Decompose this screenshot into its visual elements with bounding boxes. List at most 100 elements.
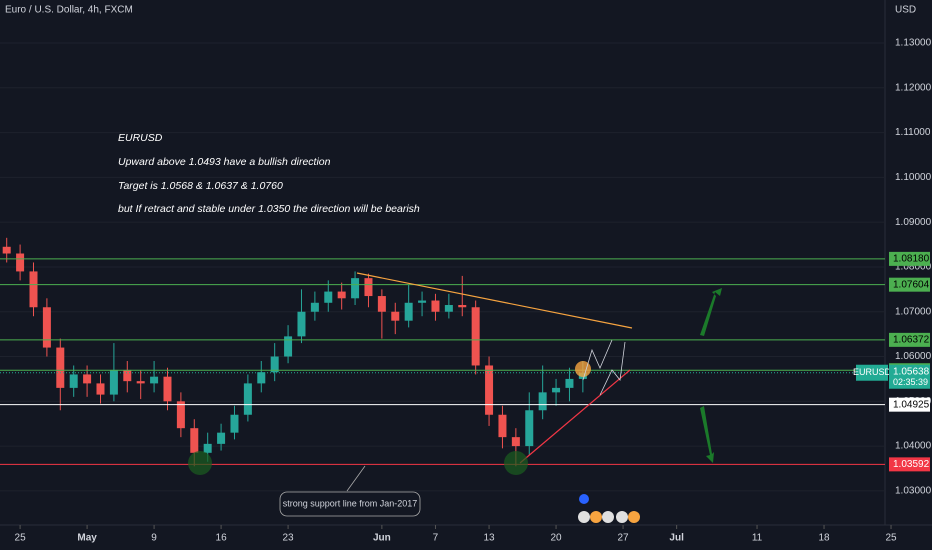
candle-body (538, 392, 547, 411)
candle-body (217, 432, 226, 444)
candle-body (123, 369, 132, 382)
candle-body (458, 305, 467, 308)
candle-body (42, 307, 51, 348)
candle-body (16, 253, 25, 272)
candle-body (56, 347, 65, 388)
x-tick-label: Jul (669, 533, 684, 544)
level-label-box (889, 457, 930, 472)
level-label-box (889, 397, 930, 412)
bearish-arrow (700, 406, 714, 463)
y-tick-label: 1.06000 (895, 351, 932, 362)
candle-body (364, 278, 373, 297)
candle-body (418, 300, 427, 303)
candle-body (284, 336, 293, 357)
annotation: but If retract and stable under 1.0350 t… (118, 203, 420, 215)
candle-body (324, 291, 333, 303)
level-label-box (889, 251, 930, 266)
plot (0, 42, 892, 529)
candle-body (203, 443, 212, 453)
x-tick-label: 18 (818, 533, 830, 544)
currency: USD (895, 5, 916, 16)
candle-body (485, 365, 494, 415)
level-label: 1.04925 (893, 399, 930, 410)
level-label: 1.08180 (893, 254, 930, 265)
candle-body (2, 246, 11, 254)
candle-body (351, 278, 360, 299)
x-tick-label: 7 (433, 533, 439, 544)
candle-body (377, 296, 386, 312)
projection-arrow (582, 339, 613, 381)
candle-body (270, 356, 279, 373)
candle-body (404, 302, 413, 321)
candle-body (230, 414, 239, 433)
level-label: 1.06372 (893, 334, 930, 345)
x-tick-label: 11 (752, 533, 763, 544)
last-price-box (889, 364, 930, 389)
candle-body (511, 437, 520, 447)
level-label: 1.07604 (893, 279, 930, 290)
candle-body (83, 374, 92, 384)
callout-text: strong support line from Jan-2017 (283, 498, 418, 508)
y-tick-label: 1.11000 (895, 127, 931, 138)
x-tick-label: Jun (373, 533, 391, 544)
candle-body (176, 401, 185, 429)
candle-body (150, 376, 159, 384)
event-icon (590, 511, 602, 523)
y-tick-label: 1.08000 (895, 262, 932, 273)
y-tick-label: 1.07000 (895, 306, 932, 317)
candle-body (431, 300, 440, 312)
event-icons (578, 494, 640, 523)
candle-body (96, 383, 105, 395)
candle-body (391, 311, 400, 321)
bullish-arrow (700, 288, 722, 336)
annotation: Target is 1.0568 & 1.0637 & 1.0760 (118, 180, 283, 192)
candle-body (243, 383, 252, 415)
event-icon (602, 511, 614, 523)
candle-body (257, 372, 266, 384)
projection-arrow (599, 341, 626, 396)
candle-body (337, 291, 346, 299)
event-icon (579, 494, 589, 504)
y-tick-label: 1.04000 (895, 441, 932, 452)
symbol-label: EURUSD (853, 367, 892, 377)
candle-body (29, 271, 38, 308)
level-label-box (889, 332, 930, 347)
candle-body (109, 369, 118, 395)
candle-body (552, 387, 561, 393)
last-price-label: 1.05638 (893, 366, 930, 377)
countdown: 02:35:39 (893, 377, 928, 387)
annotation: Upward above 1.0493 have a bullish direc… (118, 156, 331, 168)
candle-body (136, 381, 145, 384)
y-tick-label: 1.12000 (895, 82, 932, 93)
x-tick-label: 23 (283, 533, 295, 544)
callout-box (279, 491, 421, 517)
symbol-label-box (856, 364, 888, 381)
y-tick-label: 1.10000 (895, 172, 932, 183)
event-icon (628, 511, 640, 523)
symbol-title: Euro / U.S. Dollar, 4h, FXCM (5, 5, 133, 16)
level-label-box (889, 277, 930, 292)
candle-body (190, 428, 199, 453)
candle-body (498, 414, 507, 438)
low-marker (188, 451, 212, 475)
annotation: EURUSD (118, 132, 163, 144)
x-tick-label: 13 (483, 533, 495, 544)
x-tick-label: 27 (617, 533, 629, 544)
x-tick-label: 9 (151, 533, 157, 544)
event-icon (616, 511, 628, 523)
y-tick-label: 1.09000 (895, 217, 932, 228)
x-tick-label: 25 (885, 533, 897, 544)
y-tick-label: 1.13000 (895, 38, 932, 49)
x-tick-label: 25 (15, 533, 27, 544)
support-trendline (519, 369, 631, 464)
y-tick-label: 1.03000 (895, 486, 932, 497)
candle-body (525, 410, 534, 447)
candle-body (310, 302, 319, 312)
candle-body (163, 376, 172, 402)
level-label: 1.03592 (893, 459, 930, 470)
candle-body (471, 307, 480, 366)
x-tick-label: 16 (216, 533, 228, 544)
resistance-trendline (356, 272, 633, 329)
